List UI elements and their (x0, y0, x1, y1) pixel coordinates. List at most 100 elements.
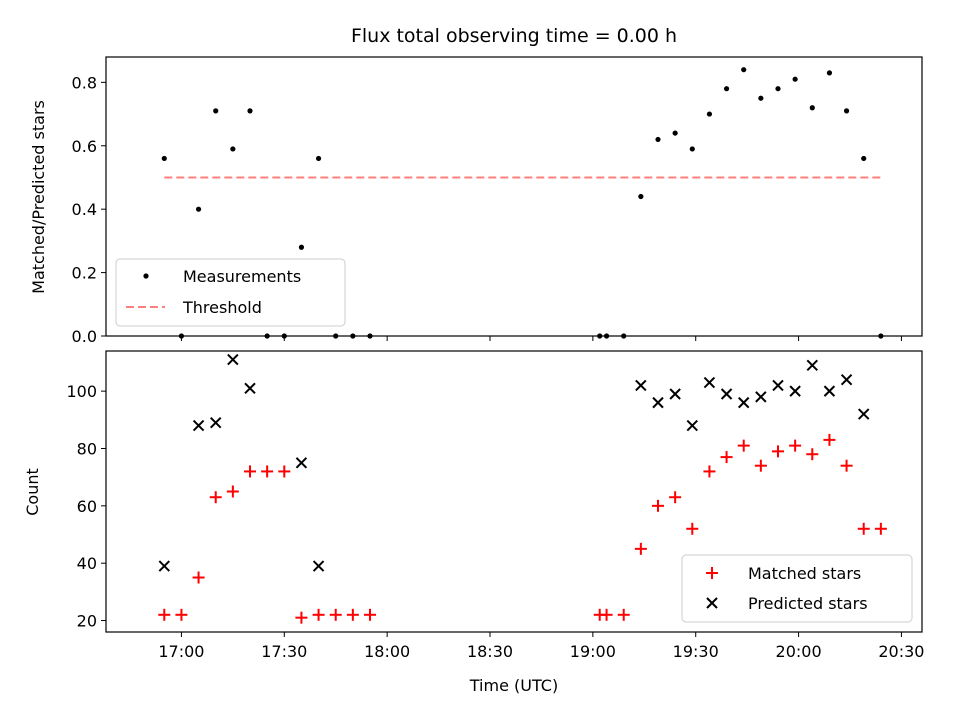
matched-star-point (600, 608, 613, 621)
bottom-y-ticks: 20 40 60 80 100 (66, 382, 106, 631)
bottom-y-tick-label: 100 (66, 382, 97, 401)
top-y-tick-label: 0.8 (72, 73, 97, 92)
predicted-star-point (858, 408, 870, 420)
top-y-axis-label: Matched/Predicted stars (29, 100, 48, 294)
matched-star-point (806, 448, 819, 461)
predicted-star-point (244, 382, 256, 394)
x-tick-label: 19:00 (570, 642, 616, 661)
measurement-point (826, 70, 833, 76)
predicted-star-point (738, 396, 750, 409)
x-tick-label: 20:00 (776, 642, 822, 661)
predicted-star-point (823, 385, 836, 397)
measurement-point (195, 206, 202, 212)
measurement-point (861, 155, 867, 162)
top-y-tick-label: 0.2 (72, 264, 97, 283)
chart-title: Flux total observing time = 0.00 h (351, 25, 677, 47)
matched-star-point (669, 491, 682, 504)
predicted-star-point (755, 391, 767, 403)
predicted-star-point (840, 373, 853, 386)
matched-star-point (158, 608, 171, 621)
predicted-star-point (669, 388, 681, 400)
top-axes-frame (105, 56, 923, 337)
predicted-star-point (703, 376, 716, 389)
predicted-star-point (210, 416, 222, 429)
matched-star-point (686, 522, 699, 535)
bottom-panel: 20 40 60 80 100 17:00 17:30 18:00 18:30 19:00 19:… (23, 350, 924, 695)
matched-star-point (857, 522, 870, 535)
bottom-legend-box (681, 554, 913, 623)
top-y-tick-label: 0.6 (72, 137, 97, 156)
predicted-star-point (789, 385, 801, 397)
predicted-star-point (295, 457, 308, 469)
measurement-point (706, 111, 713, 117)
bottom-y-tick-label: 60 (77, 497, 97, 516)
matched-star-point (652, 499, 664, 512)
bottom-y-tick-label: 40 (77, 554, 97, 573)
matched-star-point (754, 459, 767, 472)
bottom-y-axis-label: Count (23, 468, 42, 516)
predicted-star-point (652, 396, 664, 409)
predicted-star-point (806, 359, 818, 372)
x-tick-label: 18:00 (364, 642, 410, 661)
matched-star-point (175, 608, 188, 621)
top-x-ticks (180, 336, 902, 341)
measurement-point (213, 108, 219, 114)
top-legend-box (115, 258, 346, 327)
measurement-point (655, 136, 661, 143)
bottom-y-tick-label: 80 (77, 439, 97, 458)
bottom-x-ticks: 17:00 17:30 18:00 18:30 19:00 19:30 20:00 20:30 (158, 632, 924, 661)
matched-star-point (312, 608, 325, 621)
matched-star-point (617, 608, 630, 621)
x-tick-label: 19:30 (673, 642, 719, 661)
legend-measurements-marker (143, 273, 149, 279)
legend-matched-label: Matched stars (748, 564, 861, 583)
matched-star-point (261, 465, 274, 478)
matched-star-point (364, 608, 376, 621)
measurement-point (161, 155, 167, 162)
matched-star-point (244, 465, 256, 478)
matched-star-point (789, 439, 802, 452)
legend-matched-marker (706, 567, 718, 579)
top-y-tick-label: 0.0 (72, 327, 97, 346)
measurement-point (689, 146, 695, 152)
matched-star-point (703, 465, 716, 478)
x-tick-label: 18:30 (467, 642, 513, 661)
matched-star-point (823, 433, 836, 446)
measurement-point (638, 193, 644, 200)
measurement-point (792, 76, 798, 82)
measurement-point (247, 108, 253, 114)
predicted-star-point (227, 353, 239, 366)
matched-star-point (772, 445, 784, 458)
predicted-star-point (686, 419, 698, 432)
legend-threshold-label: Threshold (182, 298, 262, 317)
measurement-point (843, 108, 850, 114)
predicted-star-point (158, 560, 170, 572)
matched-star-point (226, 485, 239, 498)
matched-star-point (634, 542, 647, 555)
measurement-point (315, 155, 322, 162)
matched-star-point (874, 522, 887, 535)
matched-star-point (346, 608, 359, 621)
bottom-y-tick-label: 20 (77, 612, 97, 631)
top-marks (161, 67, 884, 339)
measurement-point (230, 146, 236, 152)
matched-star-point (329, 608, 342, 621)
predicted-star-point (192, 419, 205, 432)
predicted-star-point (312, 560, 325, 572)
legend-predicted-label: Predicted stars (748, 594, 868, 613)
bottom-marks (158, 353, 887, 624)
predicted-star-point (720, 388, 733, 400)
measurement-point (741, 67, 747, 73)
bottom-legend: Matched stars Predicted stars (681, 554, 913, 623)
x-tick-label: 17:00 (158, 642, 204, 661)
measurement-point (809, 105, 815, 111)
matched-star-point (295, 611, 308, 624)
top-y-ticks: 0.0 0.2 0.4 0.6 0.8 (72, 73, 106, 346)
matched-star-point (840, 459, 853, 472)
top-panel: 0.00.20.40.60.8 Matched/Predicted stars … (29, 56, 923, 346)
top-y-tick-label: 0.4 (72, 200, 97, 219)
bottom-axes-frame (105, 350, 923, 633)
predicted-star-point (635, 379, 647, 392)
legend-predicted-marker (706, 597, 718, 609)
